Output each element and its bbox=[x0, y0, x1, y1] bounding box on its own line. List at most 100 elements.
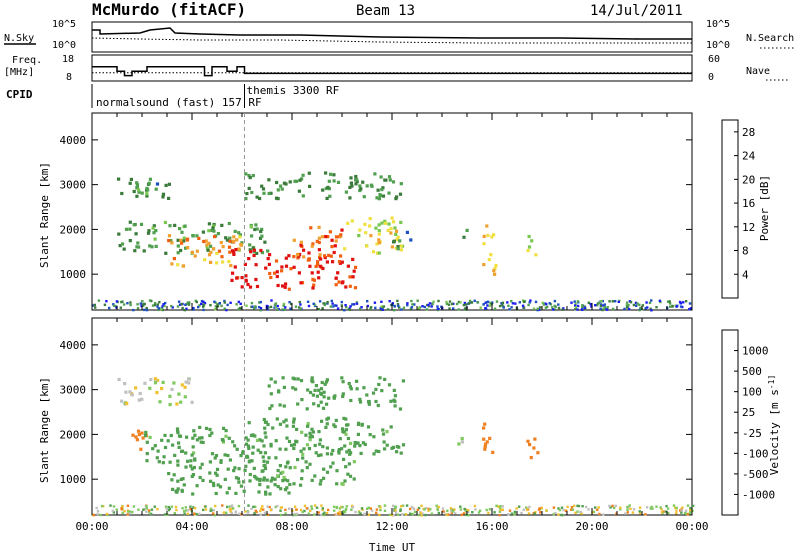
echo-cell bbox=[658, 299, 662, 302]
echo-cell bbox=[562, 508, 565, 512]
echo-cell bbox=[167, 234, 172, 238]
echo-cell bbox=[282, 475, 286, 479]
echo-cell bbox=[138, 391, 142, 396]
echo-cell bbox=[263, 431, 267, 435]
colorbar-tick-label: 28 bbox=[742, 126, 755, 139]
echo-cell bbox=[163, 445, 168, 450]
echo-cell bbox=[195, 512, 198, 516]
echo-cell bbox=[383, 221, 388, 225]
echo-cell bbox=[602, 304, 605, 307]
colorbar-tick-label: 100 bbox=[742, 386, 762, 399]
echo-cell bbox=[269, 377, 273, 381]
cpid-run-themis: themis 3300 RF bbox=[247, 84, 340, 97]
echo-cell bbox=[134, 435, 138, 439]
echo-cell bbox=[112, 303, 115, 306]
power-ylabel: Slant Range [km] bbox=[38, 162, 51, 268]
echo-cell bbox=[666, 300, 670, 303]
echo-cell bbox=[486, 233, 490, 237]
echo-cell bbox=[574, 304, 577, 307]
echo-cell bbox=[508, 509, 512, 512]
echo-cell bbox=[675, 506, 678, 510]
echo-cell bbox=[348, 275, 352, 279]
echo-cell bbox=[233, 466, 237, 470]
x-tick-label: 16:00 bbox=[475, 520, 508, 533]
echo-cell bbox=[332, 173, 336, 177]
echo-cell bbox=[463, 301, 467, 305]
echo-cell bbox=[267, 178, 271, 182]
echo-cell bbox=[326, 301, 329, 304]
echo-cell bbox=[276, 308, 280, 311]
echo-cell bbox=[287, 439, 292, 444]
echo-cell bbox=[377, 382, 381, 387]
echo-cell bbox=[638, 511, 642, 515]
echo-cell bbox=[356, 432, 360, 436]
echo-cell bbox=[576, 304, 580, 308]
echo-cell bbox=[583, 305, 587, 308]
echo-cell bbox=[237, 231, 241, 235]
echo-cell bbox=[263, 240, 267, 244]
y-tick-label: 4000 bbox=[60, 339, 87, 352]
echo-cell bbox=[306, 422, 310, 426]
echo-cell bbox=[396, 303, 400, 306]
echo-cell bbox=[359, 451, 363, 455]
sky-search-panel bbox=[91, 21, 693, 53]
echo-cell bbox=[227, 436, 231, 440]
echo-cell bbox=[375, 511, 378, 514]
echo-cell bbox=[289, 267, 293, 271]
echo-cell bbox=[199, 440, 203, 444]
echo-cell bbox=[369, 183, 373, 187]
echo-cell bbox=[305, 466, 309, 470]
echo-cell bbox=[292, 482, 296, 486]
echo-cell bbox=[317, 308, 320, 311]
echo-cell bbox=[488, 508, 492, 511]
echo-cell bbox=[269, 479, 273, 483]
echo-cell bbox=[332, 423, 336, 427]
echo-cell bbox=[186, 509, 190, 512]
echo-cell bbox=[184, 451, 188, 455]
echo-cell bbox=[617, 300, 620, 303]
echo-cell bbox=[349, 451, 353, 455]
echo-cell bbox=[292, 420, 296, 424]
echo-cell bbox=[214, 491, 218, 496]
echo-cell bbox=[187, 377, 191, 381]
echo-cell bbox=[510, 306, 513, 309]
echo-cell bbox=[245, 192, 249, 196]
echo-cell bbox=[145, 507, 149, 510]
echo-cell bbox=[158, 301, 161, 304]
echo-cell bbox=[209, 479, 213, 483]
echo-cell bbox=[135, 245, 139, 249]
echo-cell bbox=[341, 505, 344, 509]
echo-cell bbox=[307, 304, 311, 308]
echo-cell bbox=[365, 393, 369, 397]
echo-cell bbox=[436, 508, 439, 512]
echo-cell bbox=[345, 450, 349, 454]
echo-cell bbox=[332, 305, 335, 308]
echo-cell bbox=[252, 248, 256, 252]
echo-cell bbox=[305, 507, 309, 510]
echo-cell bbox=[166, 439, 170, 443]
echo-cell bbox=[562, 307, 565, 310]
echo-cell bbox=[554, 305, 557, 308]
echo-cell bbox=[180, 383, 184, 387]
echo-cell bbox=[262, 444, 266, 448]
echo-cell bbox=[95, 506, 98, 510]
echo-cell bbox=[227, 259, 231, 264]
echo-cell bbox=[296, 377, 300, 381]
echo-cell bbox=[238, 235, 242, 239]
echo-cell bbox=[314, 384, 318, 388]
echo-cell bbox=[139, 222, 144, 226]
echo-cell bbox=[121, 511, 124, 515]
echo-cell bbox=[581, 306, 584, 309]
echo-cell bbox=[597, 506, 600, 509]
echo-cell bbox=[128, 390, 132, 394]
echo-cell bbox=[250, 459, 254, 463]
echo-cell bbox=[240, 241, 244, 245]
echo-cell bbox=[193, 507, 197, 510]
echo-cell bbox=[625, 301, 629, 304]
echo-cell bbox=[176, 244, 180, 248]
echo-cell bbox=[226, 453, 230, 458]
echo-cell bbox=[246, 511, 250, 514]
echo-cell bbox=[137, 190, 141, 194]
echo-cell bbox=[128, 239, 132, 243]
echo-cell bbox=[249, 433, 254, 438]
